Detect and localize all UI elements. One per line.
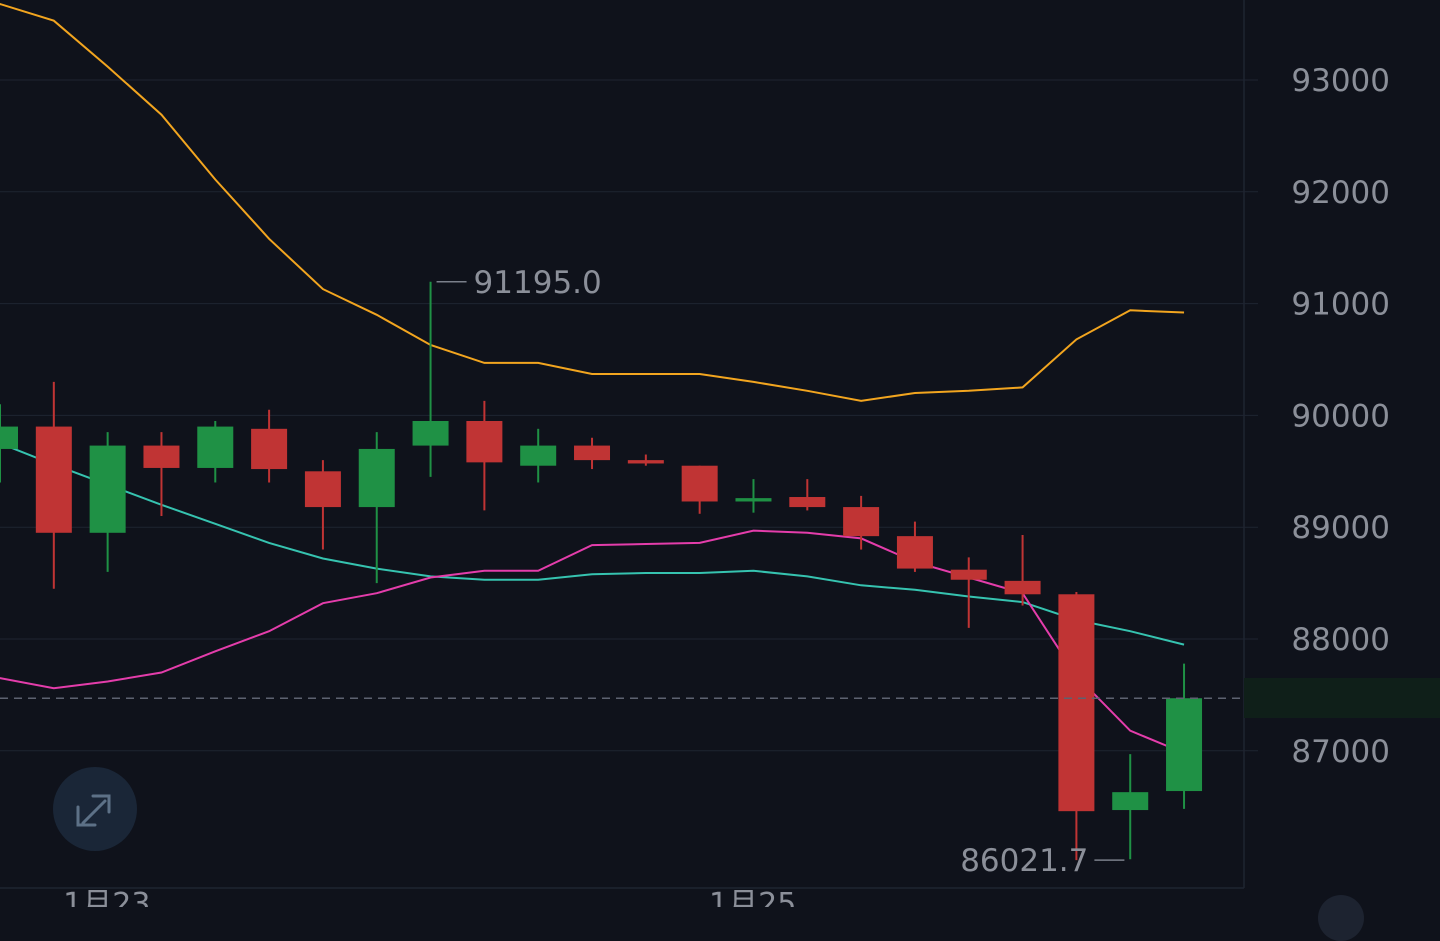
expand-arrows-icon <box>76 794 111 827</box>
candle-body-up <box>197 426 234 468</box>
candle-body-up <box>735 498 772 502</box>
candle-body-down <box>896 536 933 569</box>
last-price-tag <box>1244 678 1440 718</box>
candle-body-down <box>681 465 718 502</box>
price-tick-label: 88000 <box>1291 622 1390 658</box>
candle-body-down <box>789 497 826 508</box>
price-tick-label: 93000 <box>1291 63 1390 99</box>
candles <box>0 281 1203 861</box>
upper-band-line <box>0 2 1185 402</box>
price-tick-label: 91000 <box>1291 287 1390 323</box>
candlestick-chart[interactable]: 93000 92000 91000 90000 89000 88000 87000 1月23 1… <box>0 0 1440 907</box>
candle-body-up <box>89 445 126 533</box>
candle-body-up <box>0 426 18 449</box>
candle-body-up <box>412 420 449 446</box>
price-tick-label: 89000 <box>1291 510 1390 546</box>
low-price-label: 86021.7 <box>960 843 1088 879</box>
bollinger-bands <box>0 2 1185 754</box>
candle-body-down <box>35 426 72 533</box>
price-tick-label: 90000 <box>1291 398 1390 434</box>
candle-body-down <box>627 460 664 464</box>
candle-body-up <box>1112 792 1149 811</box>
price-tick-label: 92000 <box>1291 175 1390 211</box>
high-price-label: 91195.0 <box>474 265 602 301</box>
price-tick-label: 87000 <box>1291 734 1390 770</box>
expand-button[interactable] <box>53 767 137 851</box>
candle-body-down <box>1058 594 1095 812</box>
candle-body-down <box>843 507 880 537</box>
candle-body-down <box>1004 580 1041 595</box>
chart-grid <box>0 79 1258 752</box>
candle-body-down <box>466 420 503 463</box>
candle-body-down <box>574 445 611 461</box>
lower-band-line <box>0 529 1185 754</box>
candle-body-up <box>358 448 395 508</box>
settings-button[interactable] <box>1318 895 1364 941</box>
time-tick-label: 1月25 <box>709 887 796 907</box>
middle-band-line <box>0 442 1185 646</box>
candle-body-up <box>1166 698 1203 792</box>
candle-body-down <box>304 471 341 508</box>
candle-body-down <box>143 445 180 468</box>
candle-body-down <box>950 569 987 580</box>
time-tick-label: 1月23 <box>63 887 150 907</box>
candle-body-down <box>251 428 288 470</box>
candle-body-up <box>520 445 557 466</box>
